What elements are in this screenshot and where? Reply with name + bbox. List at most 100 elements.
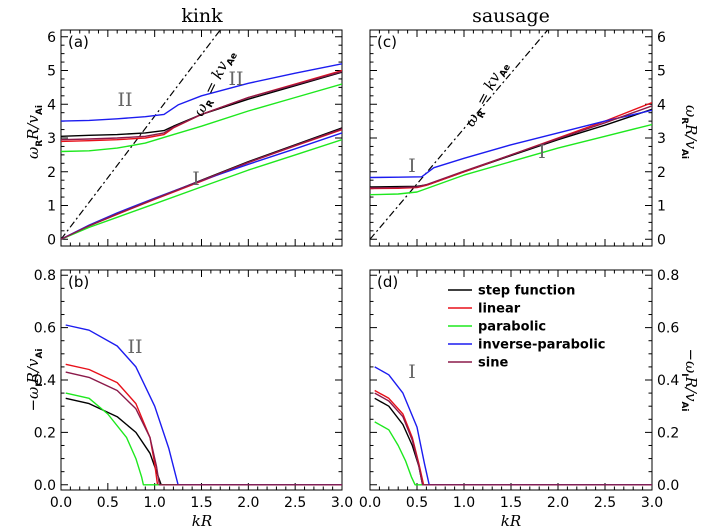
xlabel-left: kR xyxy=(192,512,212,530)
ylabel-top-right-b: R xyxy=(679,117,689,124)
y-tick-label: 0.8 xyxy=(657,268,679,284)
y-tick-label: 0.4 xyxy=(657,373,679,389)
series-line-sine xyxy=(65,371,342,486)
series-group xyxy=(374,366,652,486)
y-tick-label: 0.6 xyxy=(657,321,679,337)
y-tick-label: 0.2 xyxy=(34,425,56,441)
diag-label-a-p4: Ae xyxy=(225,51,240,67)
panel-b: 0.0 0.5 1.0 1.5 2.0 2.5 3.0 0.0 0.2 0.4 0.6 0.8 (b) xyxy=(34,268,353,511)
mode-label-a-II-right: II xyxy=(228,68,243,90)
x-tick-label: 1.0 xyxy=(144,495,166,511)
x-tick-label: 0.0 xyxy=(50,495,72,511)
ylabel-bottom-left-b: I xyxy=(35,383,45,386)
ylabel-bottom-right: −ωIR/vAi xyxy=(679,348,700,411)
series-line-linear xyxy=(374,389,652,486)
x-tick-label: 0.0 xyxy=(359,495,381,511)
reference-line xyxy=(370,30,549,240)
ylabel-bottom-right-a: −ω xyxy=(682,348,700,373)
mode-label-c-I-right: I xyxy=(538,141,546,163)
title-sausage: sausage xyxy=(472,5,550,27)
xlabel-right: kR xyxy=(501,512,521,530)
mode-label-c-I-left: I xyxy=(408,155,416,177)
legend-label: inverse-parabolic xyxy=(478,338,605,353)
series-line-inverse-parabolic xyxy=(374,366,652,486)
series-line-step-function xyxy=(65,397,342,486)
title-kink: kink xyxy=(181,5,223,27)
x-tick-label: 2.0 xyxy=(237,495,259,511)
y-tick-label: 0.6 xyxy=(34,321,56,337)
series-line-inverse-parabolic xyxy=(65,324,342,486)
series-line-parabolic xyxy=(61,83,342,153)
x-tick-label: 1.5 xyxy=(500,495,522,511)
series-group xyxy=(370,30,652,240)
y-tick-label: 6 xyxy=(47,30,56,46)
y-tick-label: 0.8 xyxy=(34,268,56,284)
series-line-linear xyxy=(65,363,342,486)
legend-label: parabolic xyxy=(478,320,546,335)
y-tick-label: 4 xyxy=(47,97,56,113)
ylabel-top-left-b: R xyxy=(35,140,45,147)
ylabel-top-left: ωRR/vAi xyxy=(24,105,45,159)
ylabel-top-right-c: R/v xyxy=(682,123,700,149)
panel-label: (b) xyxy=(68,273,89,291)
series-line-parabolic xyxy=(370,123,652,196)
diag-label-a-p2: R xyxy=(205,99,217,110)
series-line-sine xyxy=(61,70,342,141)
x-tick-label: 2.0 xyxy=(547,495,569,511)
legend-label: linear xyxy=(478,302,521,317)
x-tick-label: 1.5 xyxy=(190,495,212,511)
series-group xyxy=(65,324,342,486)
ylabel-bottom-right-c: R/v xyxy=(682,376,700,402)
mode-label-b-II: II xyxy=(127,336,142,358)
x-tick-label: 0.5 xyxy=(97,495,119,511)
y-tick-label: 1 xyxy=(47,199,56,215)
panel-label: (d) xyxy=(377,273,398,291)
reference-line xyxy=(61,30,221,240)
y-tick-label: 0 xyxy=(657,232,666,248)
mode-label-a-I: I xyxy=(192,168,200,190)
mode-label-a-II-left: II xyxy=(117,89,132,111)
ylabel-top-right-a: ω xyxy=(682,105,700,117)
y-tick-label: 2 xyxy=(47,165,56,181)
legend-label: step function xyxy=(478,284,575,299)
plot-frame xyxy=(369,29,653,247)
series-line-parabolic xyxy=(65,392,342,486)
ylabel-bottom-left-a: −ω xyxy=(24,387,42,412)
ylabel-bottom-right-d: Ai xyxy=(679,401,689,411)
series-line-inverse-parabolic xyxy=(61,63,342,122)
series-line-sine xyxy=(370,105,652,189)
ylabel-top-left-d: Ai xyxy=(35,105,45,115)
y-tick-label: 0.0 xyxy=(34,478,56,494)
y-tick-label: 1 xyxy=(657,199,666,215)
series-line-sine xyxy=(374,392,652,486)
x-tick-label: 3.0 xyxy=(641,495,663,511)
panel-d: 0.0 0.5 1.0 1.5 2.0 2.5 3.00.00.20.40.60.8(d) xyxy=(359,268,679,511)
legend-label: sine xyxy=(478,356,508,371)
panel-label: (a) xyxy=(68,33,89,51)
y-tick-label: 3 xyxy=(47,131,56,147)
x-tick-label: 2.5 xyxy=(594,495,616,511)
mode-label-d-I: I xyxy=(408,361,416,383)
y-tick-label: 5 xyxy=(47,64,56,80)
y-tick-label: 0.2 xyxy=(657,425,679,441)
diag-label-c: ωR = kvAe xyxy=(461,58,513,131)
x-tick-label: 2.5 xyxy=(284,495,306,511)
series-line-sine xyxy=(61,128,342,240)
ylabel-bottom-left-c: R/v xyxy=(24,358,42,384)
x-tick-label: 1.0 xyxy=(453,495,475,511)
plot-frame xyxy=(60,269,343,491)
ylabel-bottom-right-b: I xyxy=(679,373,689,376)
ylabel-bottom-left: −ωIR/vAi xyxy=(24,348,45,411)
y-tick-label: 0 xyxy=(47,232,56,248)
ylabel-top-right: ωRR/vAi xyxy=(679,105,700,159)
legend: step function linear parabolic inverse-para… xyxy=(448,284,605,371)
x-tick-label: 3.0 xyxy=(331,495,353,511)
y-tick-label: 6 xyxy=(657,30,666,46)
series-line-step-function xyxy=(61,71,342,137)
panel-a: 0 1 2 3 4 5 6 (a) xyxy=(47,29,343,248)
diag-label-c-p4: Ae xyxy=(498,63,513,79)
y-tick-label: 3 xyxy=(657,131,666,147)
ylabel-top-right-d: Ai xyxy=(679,149,689,159)
series-line-step-function xyxy=(374,397,652,486)
